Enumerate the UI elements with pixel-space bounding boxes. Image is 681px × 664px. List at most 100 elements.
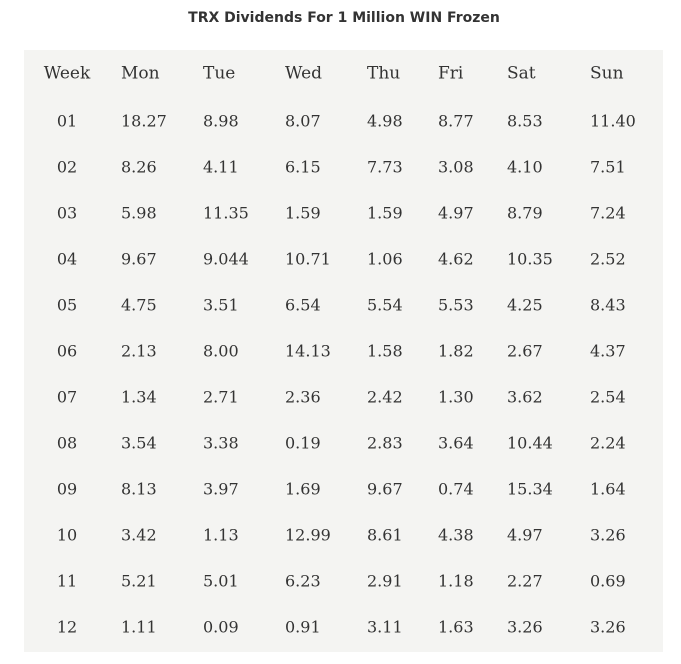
column-header: Tue [203,64,235,84]
table-background [24,50,663,652]
table-title: TRX Dividends For 1 Million WIN Frozen [188,10,500,26]
week-cell: 01 [57,112,77,131]
value-cell: 3.97 [203,480,239,499]
value-cell: 5.53 [438,296,474,315]
value-cell: 2.54 [590,388,626,407]
week-cell: 04 [57,250,77,269]
column-header: Thu [367,64,400,84]
value-cell: 9.67 [367,480,403,499]
value-cell: 2.91 [367,572,403,591]
value-cell: 5.98 [121,204,157,223]
value-cell: 8.00 [203,342,239,361]
table: Week Mon Tue Wed Thu Fri Sat Sun 01 18.27 8.98 8.07… [44,64,636,637]
value-cell: 3.62 [507,388,543,407]
value-cell: 4.25 [507,296,543,315]
value-cell: 8.26 [121,158,157,177]
value-cell: 6.15 [285,158,321,177]
value-cell: 4.75 [121,296,157,315]
week-cell: 02 [57,158,77,177]
value-cell: 18.27 [121,112,167,131]
value-cell: 2.52 [590,250,626,269]
value-cell: 2.36 [285,388,321,407]
value-cell: 11.35 [203,204,249,223]
value-cell: 3.38 [203,434,239,453]
week-cell: 10 [57,526,77,545]
value-cell: 4.97 [507,526,543,545]
column-header: Sat [507,64,536,84]
value-cell: 2.27 [507,572,543,591]
value-cell: 6.23 [285,572,321,591]
value-cell: 10.71 [285,250,331,269]
value-cell: 6.54 [285,296,321,315]
value-cell: 9.67 [121,250,157,269]
value-cell: 8.77 [438,112,474,131]
value-cell: 3.26 [590,526,626,545]
column-header: Mon [121,64,160,84]
column-header: Fri [438,64,464,84]
value-cell: 4.37 [590,342,626,361]
value-cell: 5.54 [367,296,403,315]
week-cell: 11 [57,572,77,591]
value-cell: 1.13 [203,526,239,545]
value-cell: 8.79 [507,204,543,223]
week-cell: 08 [57,434,77,453]
value-cell: 7.51 [590,158,626,177]
value-cell: 1.64 [590,480,626,499]
value-cell: 2.71 [203,388,239,407]
week-cell: 09 [57,480,77,499]
value-cell: 0.19 [285,434,321,453]
value-cell: 1.06 [367,250,403,269]
value-cell: 8.98 [203,112,239,131]
value-cell: 2.24 [590,434,626,453]
value-cell: 3.26 [590,618,626,637]
week-cell: 03 [57,204,77,223]
value-cell: 2.67 [507,342,543,361]
value-cell: 3.54 [121,434,157,453]
value-cell: 15.34 [507,480,553,499]
value-cell: 3.11 [367,618,403,637]
value-cell: 8.13 [121,480,157,499]
value-cell: 0.69 [590,572,626,591]
week-cell: 05 [57,296,77,315]
value-cell: 8.07 [285,112,321,131]
value-cell: 2.42 [367,388,403,407]
value-cell: 1.59 [367,204,403,223]
value-cell: 2.13 [121,342,157,361]
value-cell: 12.99 [285,526,331,545]
value-cell: 14.13 [285,342,331,361]
value-cell: 1.69 [285,480,321,499]
value-cell: 4.10 [507,158,543,177]
value-cell: 8.61 [367,526,403,545]
value-cell: 0.91 [285,618,321,637]
week-cell: 07 [57,388,77,407]
value-cell: 3.08 [438,158,474,177]
value-cell: 5.21 [121,572,157,591]
week-cell: 12 [57,618,77,637]
value-cell: 1.30 [438,388,474,407]
column-header: Week [44,64,91,84]
value-cell: 3.26 [507,618,543,637]
value-cell: 0.09 [203,618,239,637]
value-cell: 9.044 [203,250,249,269]
value-cell: 4.11 [203,158,239,177]
column-header: Sun [590,64,624,84]
value-cell: 4.62 [438,250,474,269]
value-cell: 4.98 [367,112,403,131]
value-cell: 3.64 [438,434,474,453]
value-cell: 1.59 [285,204,321,223]
value-cell: 10.35 [507,250,553,269]
value-cell: 1.63 [438,618,474,637]
value-cell: 5.01 [203,572,239,591]
value-cell: 8.43 [590,296,626,315]
value-cell: 3.51 [203,296,239,315]
value-cell: 2.83 [367,434,403,453]
value-cell: 7.24 [590,204,626,223]
value-cell: 1.82 [438,342,474,361]
value-cell: 1.58 [367,342,403,361]
week-cell: 06 [57,342,77,361]
value-cell: 0.74 [438,480,474,499]
value-cell: 1.11 [121,618,157,637]
value-cell: 11.40 [590,112,636,131]
value-cell: 8.53 [507,112,543,131]
